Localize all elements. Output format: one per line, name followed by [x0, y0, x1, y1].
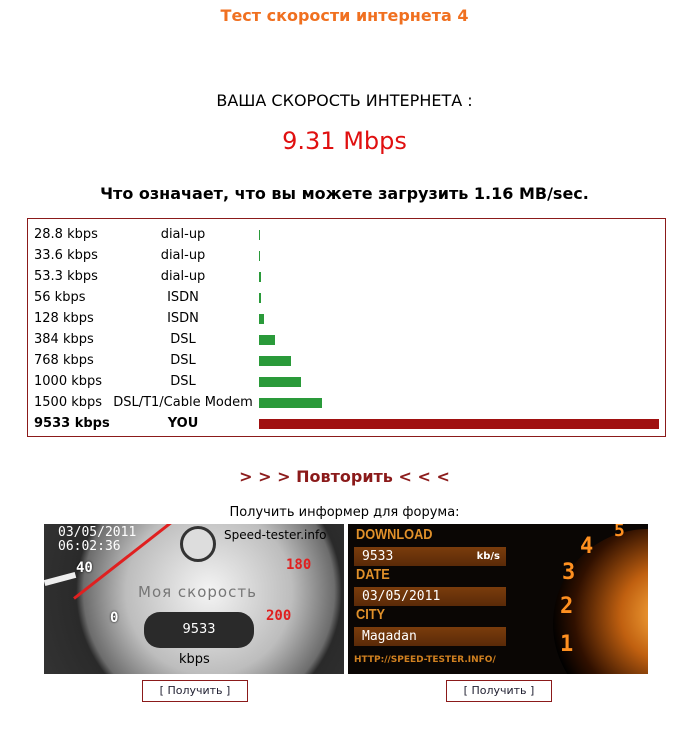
- connection-type-cell: ISDN: [167, 311, 199, 326]
- speed-value: 9.31 Mbps: [282, 127, 407, 155]
- connection-type-cell: DSL/T1/Cable Modem: [113, 395, 253, 410]
- connection-type-cell: DSL: [170, 332, 196, 347]
- comparison-row: 128 kbps ISDN: [28, 308, 665, 329]
- tach-tick-label: 2: [560, 594, 574, 619]
- comparison-row: 28.8 kbps dial-up: [28, 224, 665, 245]
- download-value: 9533: [362, 549, 394, 564]
- gauge-tick-label: 0: [110, 610, 119, 626]
- connection-type-cell: dial-up: [160, 269, 206, 284]
- informer-speed-value: 9533: [144, 612, 254, 648]
- informer-site: Speed-tester.info: [224, 528, 327, 542]
- speed-cell: 1500 kbps: [34, 395, 103, 410]
- speed-cell: 33.6 kbps: [34, 248, 98, 263]
- speed-bar: [259, 419, 659, 429]
- informer-unit: kbps: [179, 652, 210, 667]
- speed-bar: [259, 356, 291, 366]
- tach-tick-label: 4: [580, 534, 594, 559]
- connection-type-cell: dial-up: [160, 227, 206, 242]
- download-unit: kb/s: [476, 551, 500, 562]
- informer-dashboard-image: DOWNLOAD 9533 kb/s DATE 03/05/2011 CITY M…: [348, 524, 648, 674]
- connection-type-cell: DSL: [170, 374, 196, 389]
- repeat-test-link[interactable]: > > > Повторить < < <: [239, 467, 450, 486]
- get-informer-button-2[interactable]: [ Получить ]: [446, 680, 552, 702]
- comparison-row: 33.6 kbps dial-up: [28, 245, 665, 266]
- tach-tick-label: 5: [614, 524, 625, 541]
- connection-type-cell: DSL: [170, 353, 196, 368]
- gauge-tick-label: 180: [286, 557, 312, 573]
- speed-bar: [259, 377, 301, 387]
- download-meaning: Что означает, что вы можете загрузить 1.…: [100, 184, 589, 203]
- speed-bar: [259, 293, 261, 303]
- download-label: DOWNLOAD: [356, 526, 433, 543]
- informer-caption: Моя скорость: [138, 583, 257, 601]
- speed-cell: 28.8 kbps: [34, 227, 98, 242]
- informer-label: Получить информер для форума:: [229, 505, 460, 520]
- speed-comparison-table: 28.8 kbps dial-up 33.6 kbps dial-up 53.3 kbp…: [27, 218, 666, 437]
- tach-tick-label: 3: [562, 560, 576, 585]
- gauge-tick-label: 40: [76, 560, 93, 576]
- informer-time: 06:02:36: [58, 539, 121, 554]
- tick-mark: [44, 571, 77, 587]
- speed-label: ВАША СКОРОСТЬ ИНТЕРНЕТА :: [216, 91, 473, 110]
- speed-bar: [259, 251, 260, 261]
- speed-cell: 384 kbps: [34, 332, 94, 347]
- comparison-row: 53.3 kbps dial-up: [28, 266, 665, 287]
- city-label: CITY: [356, 606, 386, 623]
- speed-bar: [259, 335, 275, 345]
- connection-type-cell: YOU: [167, 416, 199, 431]
- date-value: 03/05/2011: [354, 587, 506, 606]
- connection-type-cell: dial-up: [160, 248, 206, 263]
- speed-cell: 9533 kbps: [34, 416, 110, 431]
- tach-tick-label: 1: [560, 632, 574, 657]
- comparison-row: 768 kbps DSL: [28, 350, 665, 371]
- speed-bar: [259, 230, 260, 240]
- informer-url: HTTP://SPEED-TESTER.INFO/: [354, 655, 496, 665]
- informer-gauge-image: 03/05/2011 06:02:36 Speed-tester.info 40…: [44, 524, 344, 674]
- get-informer-button-1[interactable]: [ Получить ]: [142, 680, 248, 702]
- date-label: DATE: [356, 566, 390, 583]
- comparison-row: 384 kbps DSL: [28, 329, 665, 350]
- speed-cell: 53.3 kbps: [34, 269, 98, 284]
- city-value: Magadan: [354, 627, 506, 646]
- connection-type-cell: ISDN: [167, 290, 199, 305]
- speed-cell: 128 kbps: [34, 311, 94, 326]
- speed-cell: 1000 kbps: [34, 374, 103, 389]
- download-field: 9533 kb/s: [354, 547, 506, 566]
- comparison-row: 1000 kbps DSL: [28, 371, 665, 392]
- speed-cell: 768 kbps: [34, 353, 94, 368]
- speed-cell: 56 kbps: [34, 290, 86, 305]
- comparison-row: 1500 kbps DSL/T1/Cable Modem: [28, 392, 665, 413]
- gauge-tick-label: 200: [266, 608, 292, 624]
- needle-hub-icon: [180, 526, 216, 562]
- informer-date: 03/05/2011: [58, 525, 137, 540]
- page-title: Тест скорости интернета 4: [220, 6, 469, 25]
- speed-bar: [259, 398, 322, 408]
- speed-bar: [259, 272, 261, 282]
- comparison-row: 9533 kbps YOU: [28, 413, 665, 434]
- comparison-row: 56 kbps ISDN: [28, 287, 665, 308]
- speed-bar: [259, 314, 264, 324]
